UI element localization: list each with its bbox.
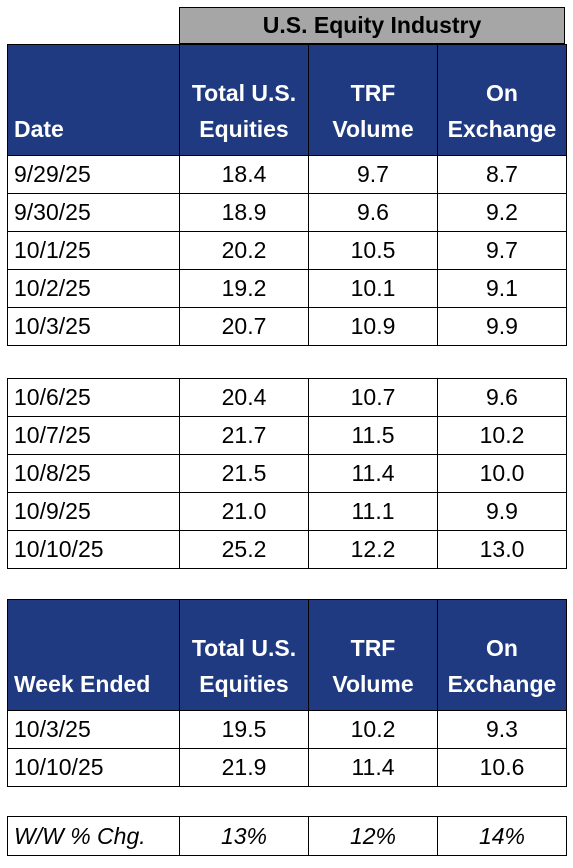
trf-header-line1: TRF — [350, 80, 396, 106]
date-cell: 10/10/25 — [7, 530, 180, 569]
table-row: 10/2/25 19.2 10.1 9.1 — [7, 269, 567, 308]
week-ended-header-label: Week Ended — [14, 671, 151, 697]
table-row: 10/10/25 25.2 12.2 13.0 — [7, 530, 567, 569]
week-ended-header: Week Ended — [7, 599, 180, 711]
total-cell: 20.2 — [179, 231, 309, 270]
total-cell: 21.9 — [179, 748, 309, 787]
date-cell: 10/2/25 — [7, 269, 180, 308]
trf-cell: 10.2 — [308, 710, 438, 749]
total-cell: 18.9 — [179, 193, 309, 232]
date-header: Date — [7, 44, 180, 156]
table-row: 10/6/25 20.4 10.7 9.6 — [7, 378, 567, 417]
total-cell: 20.4 — [179, 378, 309, 417]
date-cell: 10/7/25 — [7, 416, 180, 455]
trf-volume-header: TRF Volume — [308, 599, 438, 711]
change-label: W/W % Chg. — [7, 816, 180, 856]
total-equities-header: Total U.S. Equities — [179, 599, 309, 711]
trf-cell: 10.1 — [308, 269, 438, 308]
total-cell: 19.2 — [179, 269, 309, 308]
table-row: 10/3/25 19.5 10.2 9.3 — [7, 710, 567, 749]
date-header-label: Date — [14, 116, 64, 142]
header-row: Week Ended Total U.S. Equities TRF Volume … — [7, 599, 567, 711]
trf-volume-header: TRF Volume — [308, 44, 438, 156]
on-exchange-cell: 9.1 — [437, 269, 567, 308]
trf-cell: 11.4 — [308, 454, 438, 493]
on-exchange-cell: 10.0 — [437, 454, 567, 493]
on-exchange-cell: 10.6 — [437, 748, 567, 787]
on-exchange-cell: 8.7 — [437, 155, 567, 194]
on-exchange-header: On Exchange — [437, 599, 567, 711]
week-over-week-change-table: W/W % Chg. 13% 12% 14% — [7, 816, 567, 856]
table-row: 10/1/25 20.2 10.5 9.7 — [7, 231, 567, 270]
on-exchange-header: On Exchange — [437, 44, 567, 156]
onx-header-line1: On — [486, 635, 518, 661]
on-exchange-cell: 9.7 — [437, 231, 567, 270]
date-cell: 9/29/25 — [7, 155, 180, 194]
trf-header-line2: Volume — [332, 116, 414, 142]
on-exchange-cell: 9.6 — [437, 378, 567, 417]
total-equities-header: Total U.S. Equities — [179, 44, 309, 156]
date-cell: 10/1/25 — [7, 231, 180, 270]
on-exchange-cell: 10.2 — [437, 416, 567, 455]
total-header-line1: Total U.S. — [191, 80, 297, 106]
table-row: 9/29/25 18.4 9.7 8.7 — [7, 155, 567, 194]
on-exchange-cell: 9.3 — [437, 710, 567, 749]
industry-banner: U.S. Equity Industry — [179, 7, 565, 44]
onx-header-line2: Exchange — [447, 671, 557, 697]
date-cell: 10/9/25 — [7, 492, 180, 531]
on-exchange-change-cell: 14% — [437, 816, 567, 856]
table-row: 9/30/25 18.9 9.6 9.2 — [7, 193, 567, 232]
weekly-average-table: Week Ended Total U.S. Equities TRF Volume … — [7, 599, 567, 787]
on-exchange-cell: 9.2 — [437, 193, 567, 232]
table-row: 10/3/25 20.7 10.9 9.9 — [7, 307, 567, 346]
total-cell: 21.7 — [179, 416, 309, 455]
trf-cell: 11.5 — [308, 416, 438, 455]
trf-cell: 10.7 — [308, 378, 438, 417]
date-cell: 10/8/25 — [7, 454, 180, 493]
date-cell: 10/3/25 — [7, 307, 180, 346]
total-header-line1: Total U.S. — [191, 635, 297, 661]
trf-cell: 11.1 — [308, 492, 438, 531]
onx-header-line2: Exchange — [447, 116, 557, 142]
trf-cell: 9.7 — [308, 155, 438, 194]
total-header-line2: Equities — [199, 116, 289, 142]
on-exchange-cell: 9.9 — [437, 492, 567, 531]
trf-cell: 10.5 — [308, 231, 438, 270]
total-cell: 19.5 — [179, 710, 309, 749]
trf-cell: 11.4 — [308, 748, 438, 787]
date-cell: 10/6/25 — [7, 378, 180, 417]
total-cell: 18.4 — [179, 155, 309, 194]
daily-volume-table-week2: 10/6/25 20.4 10.7 9.6 10/7/25 21.7 11.5 10.2 1… — [7, 378, 567, 569]
total-cell: 21.5 — [179, 454, 309, 493]
total-header-line2: Equities — [199, 671, 289, 697]
table-row: 10/8/25 21.5 11.4 10.0 — [7, 454, 567, 493]
table-row: 10/9/25 21.0 11.1 9.9 — [7, 492, 567, 531]
header-row: Date Total U.S. Equities TRF Volume On Exch… — [7, 44, 567, 156]
table-row: 10/7/25 21.7 11.5 10.2 — [7, 416, 567, 455]
trf-cell: 10.9 — [308, 307, 438, 346]
total-change-cell: 13% — [179, 816, 309, 856]
on-exchange-cell: 9.9 — [437, 307, 567, 346]
trf-change-cell: 12% — [308, 816, 438, 856]
table-row: 10/10/25 21.9 11.4 10.6 — [7, 748, 567, 787]
onx-header-line1: On — [486, 80, 518, 106]
daily-volume-table-week1: Date Total U.S. Equities TRF Volume On Exch… — [7, 44, 567, 346]
week-cell: 10/3/25 — [7, 710, 180, 749]
week-cell: 10/10/25 — [7, 748, 180, 787]
trf-header-line1: TRF — [350, 635, 396, 661]
trf-header-line2: Volume — [332, 671, 414, 697]
total-cell: 21.0 — [179, 492, 309, 531]
on-exchange-cell: 13.0 — [437, 530, 567, 569]
trf-cell: 12.2 — [308, 530, 438, 569]
total-cell: 25.2 — [179, 530, 309, 569]
date-cell: 9/30/25 — [7, 193, 180, 232]
change-row: W/W % Chg. 13% 12% 14% — [7, 816, 567, 856]
trf-cell: 9.6 — [308, 193, 438, 232]
total-cell: 20.7 — [179, 307, 309, 346]
